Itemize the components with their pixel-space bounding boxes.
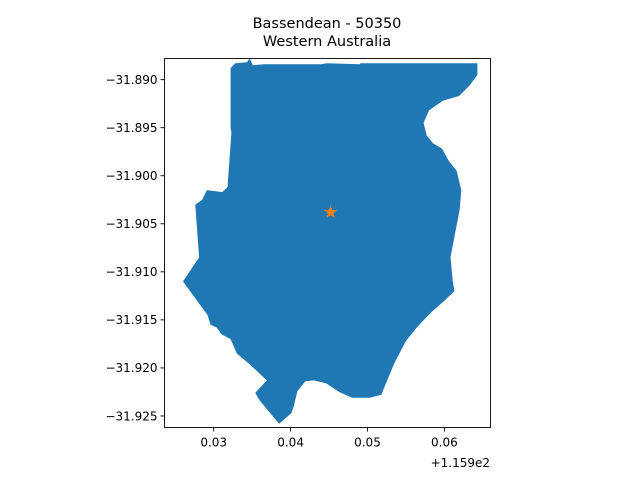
x-tick-label: 0.04 xyxy=(277,436,304,450)
y-tick-label: −31.925 xyxy=(105,409,157,423)
y-tick-label: −31.905 xyxy=(105,217,157,231)
x-tick-label: 0.06 xyxy=(431,436,458,450)
y-axis-ticks: −31.890 −31.895 −31.900 −31.905 −31.910 −31.9… xyxy=(105,73,165,423)
region-polygon xyxy=(183,58,478,424)
chart-title: Bassendean - 50350 xyxy=(252,16,402,32)
y-tick-label: −31.900 xyxy=(105,169,157,183)
y-tick-label: −31.895 xyxy=(105,121,157,135)
y-tick-label: −31.920 xyxy=(105,361,157,375)
x-tick-label: 0.05 xyxy=(354,436,381,450)
y-tick-label: −31.910 xyxy=(105,265,157,279)
x-axis-ticks: 0.03 0.04 0.05 0.06 xyxy=(200,427,458,450)
x-tick-label: 0.03 xyxy=(200,436,227,450)
y-tick-label: −31.890 xyxy=(105,73,157,87)
plot-frame xyxy=(164,58,491,428)
centroid-star-marker xyxy=(323,205,338,218)
chart-subtitle: Western Australia xyxy=(262,34,392,50)
y-tick-label: −31.915 xyxy=(105,313,157,327)
x-axis-offset-label: +1.159e2 xyxy=(431,456,490,470)
